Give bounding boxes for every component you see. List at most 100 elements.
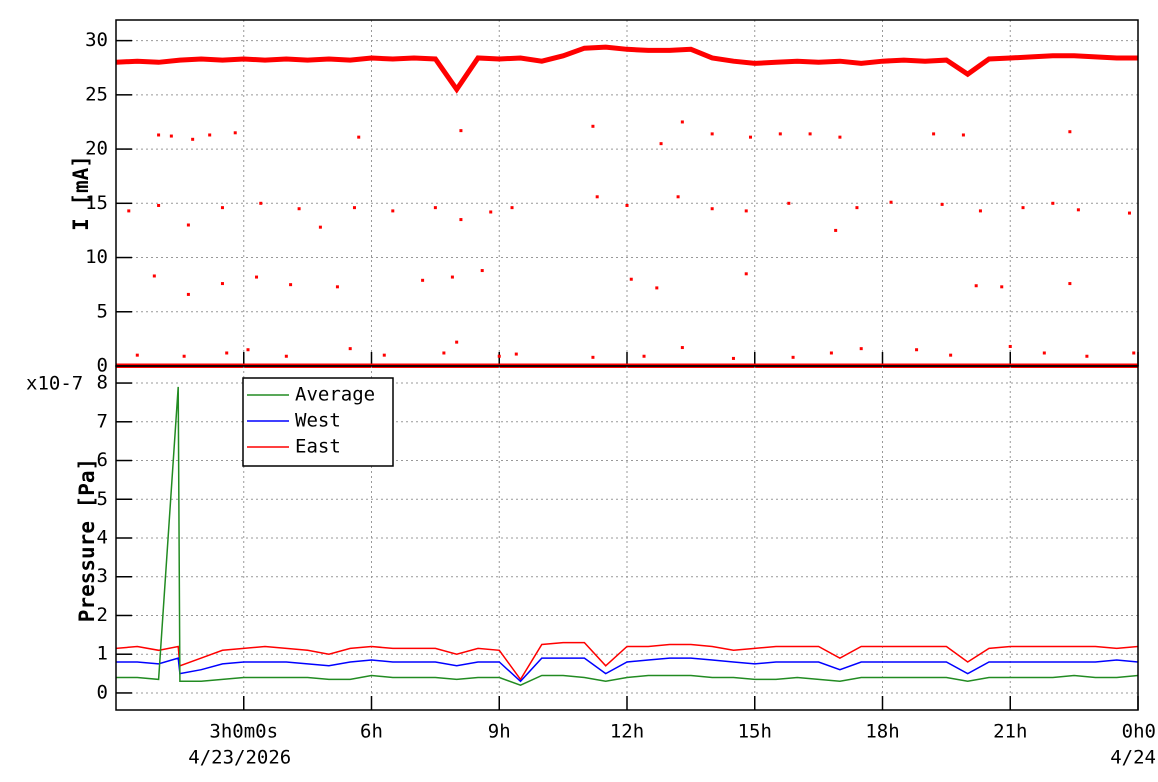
point bbox=[710, 132, 714, 136]
y-tick-label: 5 bbox=[97, 488, 108, 510]
point bbox=[357, 135, 361, 139]
point bbox=[915, 348, 919, 352]
point bbox=[1008, 344, 1012, 348]
y-tick-label: 25 bbox=[85, 83, 108, 105]
legend-label: West bbox=[295, 410, 341, 432]
y-tick-label: 8 bbox=[97, 372, 108, 394]
point bbox=[744, 209, 748, 213]
point bbox=[259, 201, 263, 205]
point bbox=[497, 354, 501, 358]
point bbox=[186, 292, 190, 296]
point bbox=[940, 202, 944, 206]
point bbox=[433, 206, 437, 210]
point bbox=[157, 133, 161, 137]
point bbox=[731, 356, 735, 360]
y-tick-label: 0 bbox=[97, 355, 108, 377]
point bbox=[510, 206, 514, 210]
point bbox=[655, 286, 659, 290]
point bbox=[978, 209, 982, 213]
point bbox=[255, 275, 259, 279]
point bbox=[676, 195, 680, 199]
point bbox=[787, 201, 791, 205]
point bbox=[421, 278, 425, 282]
point bbox=[450, 275, 454, 279]
point bbox=[455, 340, 459, 344]
point bbox=[191, 137, 195, 141]
plot-frame bbox=[115, 365, 1139, 711]
y-tick-label: 20 bbox=[85, 138, 108, 160]
point bbox=[127, 209, 131, 213]
point bbox=[318, 225, 322, 229]
point bbox=[748, 135, 752, 139]
point bbox=[152, 274, 156, 278]
point bbox=[961, 133, 965, 137]
point bbox=[348, 347, 352, 351]
point bbox=[855, 206, 859, 210]
point bbox=[220, 206, 224, 210]
point bbox=[186, 223, 190, 227]
point bbox=[791, 355, 795, 359]
point bbox=[246, 348, 250, 352]
x-tick-label: 0h0 bbox=[1122, 721, 1156, 743]
point bbox=[1051, 201, 1055, 205]
y-tick-label: 0 bbox=[97, 681, 108, 703]
x-tick-label: 15h bbox=[738, 721, 772, 743]
y-tick-label: 10 bbox=[85, 246, 108, 268]
x-tick-label: 6h bbox=[360, 721, 383, 743]
point bbox=[838, 135, 842, 139]
y-axis-title: I [mA] bbox=[69, 155, 93, 231]
point bbox=[382, 353, 386, 357]
point bbox=[591, 124, 595, 128]
point bbox=[1076, 208, 1080, 212]
point bbox=[459, 129, 463, 133]
point bbox=[680, 120, 684, 124]
legend-label: East bbox=[295, 436, 341, 458]
y-tick-label: 3 bbox=[97, 565, 108, 587]
x-tick-label: 21h bbox=[993, 721, 1027, 743]
point bbox=[284, 354, 288, 358]
point bbox=[169, 134, 173, 138]
point bbox=[629, 277, 633, 281]
y-axis-title: Pressure [Pa] bbox=[75, 458, 99, 622]
point bbox=[642, 354, 646, 358]
point bbox=[297, 207, 301, 211]
point bbox=[514, 352, 518, 356]
point bbox=[889, 200, 893, 204]
point bbox=[1132, 351, 1136, 355]
x-tick-label: 18h bbox=[865, 721, 899, 743]
x-tick-label: 9h bbox=[488, 721, 511, 743]
point bbox=[829, 351, 833, 355]
x-tick-label: 12h bbox=[610, 721, 644, 743]
point bbox=[932, 132, 936, 136]
legend-label: Average bbox=[295, 384, 375, 406]
point bbox=[710, 207, 714, 211]
x-date-label: 4/24 bbox=[1110, 747, 1156, 769]
legend-box bbox=[242, 377, 394, 467]
point bbox=[1068, 130, 1072, 134]
point bbox=[744, 272, 748, 276]
point bbox=[480, 269, 484, 273]
point bbox=[289, 283, 293, 287]
y-axis-multiplier: x10-7 bbox=[26, 373, 83, 395]
point bbox=[335, 285, 339, 289]
point bbox=[391, 209, 395, 213]
point bbox=[591, 355, 595, 359]
series-line bbox=[116, 641, 1138, 681]
point bbox=[1021, 206, 1025, 210]
point bbox=[352, 206, 356, 210]
y-tick-label: 30 bbox=[85, 29, 108, 51]
x-tick-label: 3h0m0s bbox=[209, 721, 278, 743]
point bbox=[442, 351, 446, 355]
y-tick-label: 5 bbox=[97, 300, 108, 322]
point bbox=[220, 282, 224, 286]
point bbox=[659, 142, 663, 146]
series-line bbox=[116, 44, 1138, 94]
y-tick-label: 15 bbox=[85, 192, 108, 214]
point bbox=[225, 351, 229, 355]
point bbox=[182, 354, 186, 358]
point bbox=[974, 284, 978, 288]
point bbox=[459, 218, 463, 222]
point bbox=[489, 210, 493, 214]
y-tick-label: 7 bbox=[97, 410, 108, 432]
